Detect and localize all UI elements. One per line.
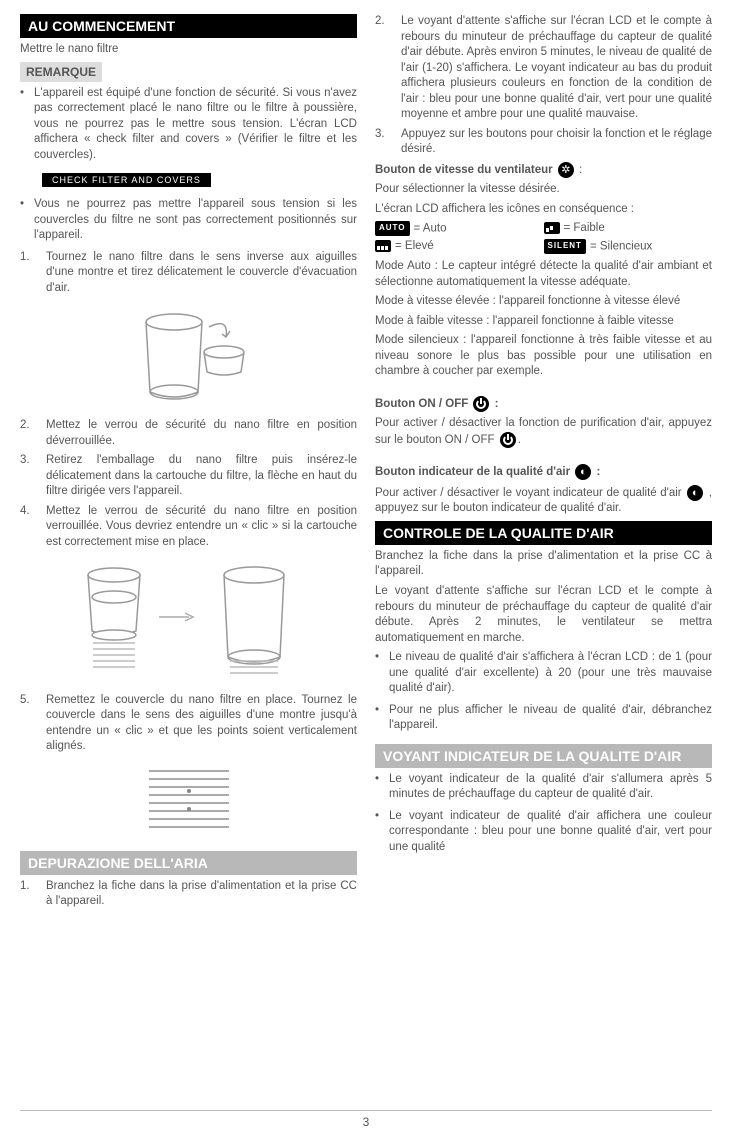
onoff-dot: . — [518, 434, 521, 446]
step-text: Appuyez sur les boutons pour choisir la … — [401, 127, 712, 158]
onoff-heading: Bouton ON / OFF — [375, 398, 468, 410]
step-text: Mettez le verrou de sécurité du nano fil… — [46, 418, 357, 449]
step-number: 1. — [20, 250, 38, 297]
fan-icons-line: L'écran LCD affichera les icônes en cons… — [375, 202, 712, 218]
bullet-list-1: L'appareil est équipé d'une fonction de … — [20, 86, 357, 164]
air-quality-icon — [575, 464, 591, 480]
bullet-item: Le voyant indicateur de qualité d'air af… — [375, 809, 712, 856]
step-number: 3. — [20, 453, 38, 500]
step-item: 5.Remettez le couvercle du nano filtre e… — [20, 693, 357, 755]
bullet-item: Vous ne pourrez pas mettre l'appareil so… — [20, 197, 357, 244]
intro-block: Mettre le nano filtre REMARQUE — [20, 42, 357, 82]
mode-auto-label: = Auto — [414, 223, 447, 235]
bullet-item: Le niveau de qualité d'air s'affichera à… — [375, 650, 712, 697]
fan-section: Bouton de vitesse du ventilateur : Pour … — [375, 162, 712, 517]
heading-controle: CONTROLE DE LA QUALITE D'AIR — [375, 521, 712, 545]
heading-depurazione: DEPURAZIONE DELL'ARIA — [20, 851, 357, 875]
low-bars-icon — [544, 222, 560, 234]
fan-heading: Bouton de vitesse du ventilateur — [375, 164, 553, 176]
bullet-item: Le voyant indicateur de la qualité d'air… — [375, 772, 712, 803]
voyant-bullets: Le voyant indicateur de la qualité d'air… — [375, 772, 712, 856]
controle-bullets: Le niveau de qualité d'air s'affichera à… — [375, 650, 712, 734]
onoff-colon: : — [491, 398, 498, 410]
mode-row-2: = Elevé SILENT = Silencieux — [375, 239, 712, 255]
power-icon — [500, 432, 516, 448]
step-text: Branchez la fiche dans la prise d'alimen… — [46, 879, 357, 910]
step-item: 3. Appuyez sur les boutons pour choisir l… — [375, 127, 712, 158]
right-column: 2.Le voyant d'attente s'affiche sur l'éc… — [375, 10, 712, 914]
step-item: 1.Tournez le nano filtre dans le sens in… — [20, 250, 357, 297]
high-bars-icon — [375, 240, 391, 252]
bullet-text: Le voyant indicateur de la qualité d'air… — [389, 772, 712, 803]
mode-faible-desc: Mode à faible vitesse : l'appareil fonct… — [375, 314, 712, 330]
illustration-cover-align — [20, 761, 357, 841]
bullet-text: Le niveau de qualité d'air s'affichera à… — [389, 650, 712, 697]
step-number: 2. — [20, 418, 38, 449]
step-text: Mettez le verrou de sécurité du nano fil… — [46, 504, 357, 551]
steps-list-1: 1.Tournez le nano filtre dans le sens in… — [20, 250, 357, 297]
airq-heading: Bouton indicateur de la qualité d'air — [375, 466, 570, 478]
mode-faible-label: = Faible — [564, 222, 605, 234]
remarque-badge: REMARQUE — [20, 62, 102, 82]
step-number: 5. — [20, 693, 38, 755]
mode-eleve-label: = Elevé — [395, 240, 434, 252]
fan-select-line: Pour sélectionner la vitesse désirée. — [375, 182, 712, 198]
fan-icon — [558, 162, 574, 178]
steps-list-3: 5.Remettez le couvercle du nano filtre e… — [20, 693, 357, 755]
heading-voyant: VOYANT INDICATEUR DE LA QUALITE D'AIR — [375, 744, 712, 768]
step-text: Remettez le couvercle du nano filtre en … — [46, 693, 357, 755]
bullet-item: Pour ne plus afficher le niveau de quali… — [375, 703, 712, 734]
check-filter-bar: CHECK FILTER AND COVERS — [42, 173, 211, 187]
illustration-filter-remove — [20, 302, 357, 412]
power-icon — [473, 396, 489, 412]
left-column: AU COMMENCEMENT Mettre le nano filtre RE… — [20, 10, 357, 914]
bullet-item: L'appareil est équipé d'une fonction de … — [20, 86, 357, 164]
mode-silent-desc: Mode silencieux : l'appareil fonctionne … — [375, 333, 712, 380]
page-number: 3 — [0, 1110, 732, 1129]
step-item: 1. Branchez la fiche dans la prise d'alim… — [20, 879, 357, 910]
mode-eleve-desc: Mode à vitesse élevée : l'appareil fonct… — [375, 294, 712, 310]
two-column-layout: AU COMMENCEMENT Mettre le nano filtre RE… — [0, 0, 732, 914]
step-item: 2.Le voyant d'attente s'affiche sur l'éc… — [375, 14, 712, 123]
bullet-text: Pour ne plus afficher le niveau de quali… — [389, 703, 712, 734]
bullet-text: L'appareil est équipé d'une fonction de … — [34, 86, 357, 164]
step-number: 1. — [20, 879, 38, 910]
airq-colon: : — [593, 466, 600, 478]
step-text: Tournez le nano filtre dans le sens inve… — [46, 250, 357, 297]
controle-block: Branchez la fiche dans la prise d'alimen… — [375, 549, 712, 646]
step-number: 3. — [375, 127, 393, 158]
step-item: 2. Mettez le verrou de sécurité du nano f… — [20, 418, 357, 449]
illustration-filter-insert — [20, 557, 357, 687]
silent-badge: SILENT — [544, 239, 586, 254]
auto-badge: AUTO — [375, 221, 410, 236]
step-number: 4. — [20, 504, 38, 551]
ctrl-p2: Le voyant d'attente s'affiche sur l'écra… — [375, 584, 712, 646]
mode-silent-label: = Silencieux — [590, 241, 652, 253]
page: AU COMMENCEMENT Mettre le nano filtre RE… — [0, 0, 732, 1137]
bullet-list-2: Vous ne pourrez pas mettre l'appareil so… — [20, 197, 357, 244]
bullet-text: Le voyant indicateur de qualité d'air af… — [389, 809, 712, 856]
heading-commencement: AU COMMENCEMENT — [20, 14, 357, 38]
step-number: 2. — [375, 14, 393, 123]
ctrl-p1: Branchez la fiche dans la prise d'alimen… — [375, 549, 712, 580]
step-text: Le voyant d'attente s'affiche sur l'écra… — [401, 14, 712, 123]
step-item: 4.Mettez le verrou de sécurité du nano f… — [20, 504, 357, 551]
onoff-text: Pour activer / désactiver la fonction de… — [375, 417, 712, 446]
airq-text1: Pour activer / désactiver le voyant indi… — [375, 487, 682, 499]
steps-list-2: 2. Mettez le verrou de sécurité du nano f… — [20, 418, 357, 550]
step-item: 3.Retirez l'emballage du nano filtre pui… — [20, 453, 357, 500]
air-quality-icon — [687, 485, 703, 501]
mettre-line: Mettre le nano filtre — [20, 42, 357, 58]
bullet-text: Vous ne pourrez pas mettre l'appareil so… — [34, 197, 357, 244]
mode-auto-desc: Mode Auto : Le capteur intégré détecte l… — [375, 259, 712, 290]
right-steps: 2.Le voyant d'attente s'affiche sur l'éc… — [375, 14, 712, 158]
depur-steps: 1. Branchez la fiche dans la prise d'alim… — [20, 879, 357, 910]
mode-row-1: AUTO = Auto = Faible — [375, 221, 712, 237]
step-text: Retirez l'emballage du nano filtre puis … — [46, 453, 357, 500]
